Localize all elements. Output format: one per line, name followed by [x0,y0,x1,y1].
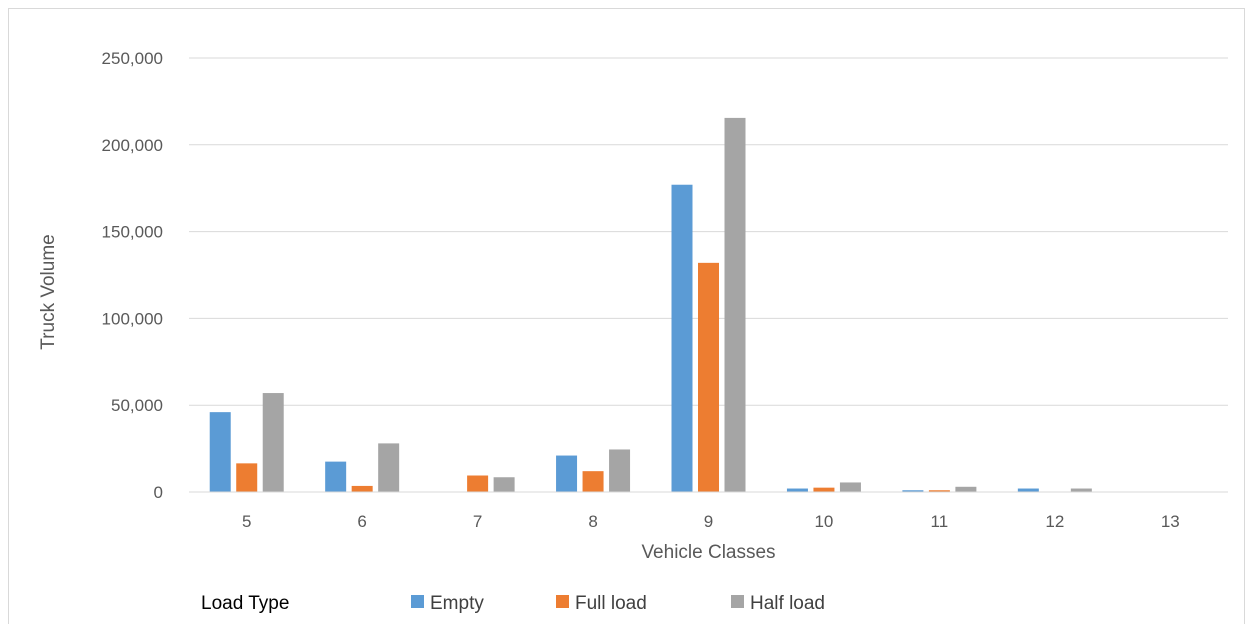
y-axis-ticks: 0 50,000 100,000 150,000 200,000 250,000 [102,49,163,502]
x-axis-ticks: 5 6 7 8 9 10 11 12 13 [242,512,1180,531]
bar-half-load-class-10 [839,482,861,492]
legend-label: Full load [575,593,647,614]
bar-full-load-class-5 [236,463,258,492]
x-tick-label: 8 [588,512,597,531]
bar-empty-class-11 [902,490,924,492]
y-tick-label: 50,000 [111,396,163,415]
y-tick-label: 200,000 [102,136,163,155]
bar-half-load-class-11 [955,486,977,492]
legend-title: Load Type [201,593,289,614]
bars [209,117,1092,492]
y-tick-label: 250,000 [102,49,163,68]
y-axis-title: Truck Volume [38,234,59,349]
bar-empty-class-6 [325,461,347,492]
bar-half-load-class-6 [378,443,400,492]
x-tick-label: 13 [1161,512,1180,531]
bar-half-load-class-5 [262,393,284,492]
bar-full-load-class-7 [467,475,489,492]
bar-full-load-class-11 [928,490,950,492]
x-tick-label: 9 [704,512,713,531]
bar-empty-class-8 [556,455,578,492]
bar-half-load-class-12 [1070,488,1092,492]
bar-full-load-class-6 [351,485,373,492]
x-axis-title: Vehicle Classes [641,542,775,563]
legend: Load Type Empty Full load Half load [201,593,825,614]
bar-empty-class-5 [209,412,231,492]
legend-swatch-half-load [731,595,744,608]
x-tick-label: 5 [242,512,251,531]
legend-swatch-empty [411,595,424,608]
chart-frame [8,8,1245,624]
bar-full-load-class-10 [813,487,835,492]
bar-empty-class-12 [1017,488,1039,492]
y-tick-label: 100,000 [102,309,163,328]
bar-full-load-class-8 [582,471,604,492]
bar-half-load-class-9 [724,117,746,492]
bar-empty-class-9 [671,184,693,492]
bar-full-load-class-9 [698,262,719,492]
x-tick-label: 10 [814,512,833,531]
legend-swatch-full-load [556,595,569,608]
x-tick-label: 12 [1045,512,1064,531]
legend-label: Half load [750,593,825,614]
bar-half-load-class-7 [493,477,515,492]
x-tick-label: 7 [473,512,482,531]
x-tick-label: 6 [357,512,366,531]
bar-half-load-class-8 [609,449,631,492]
legend-label: Empty [430,593,484,614]
x-tick-label: 11 [931,512,949,531]
y-tick-label: 0 [154,483,163,502]
bar-empty-class-10 [786,488,808,492]
y-tick-label: 150,000 [102,223,163,242]
